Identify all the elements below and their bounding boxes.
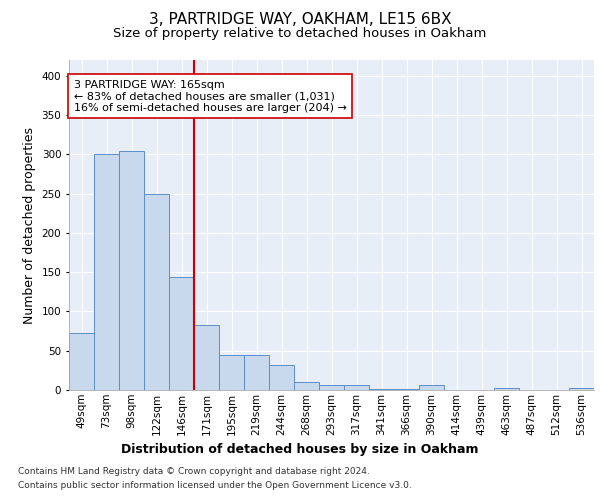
Text: 3, PARTRIDGE WAY, OAKHAM, LE15 6BX: 3, PARTRIDGE WAY, OAKHAM, LE15 6BX bbox=[149, 12, 451, 28]
Text: Size of property relative to detached houses in Oakham: Size of property relative to detached ho… bbox=[113, 28, 487, 40]
Bar bbox=[144, 194, 169, 390]
Bar bbox=[294, 382, 319, 390]
Bar bbox=[344, 386, 369, 390]
Bar bbox=[394, 389, 419, 390]
Bar bbox=[69, 334, 94, 390]
Bar bbox=[419, 386, 444, 390]
Text: Distribution of detached houses by size in Oakham: Distribution of detached houses by size … bbox=[121, 442, 479, 456]
Text: 3 PARTRIDGE WAY: 165sqm
← 83% of detached houses are smaller (1,031)
16% of semi: 3 PARTRIDGE WAY: 165sqm ← 83% of detache… bbox=[74, 80, 347, 113]
Bar bbox=[194, 325, 219, 390]
Bar bbox=[369, 389, 394, 390]
Bar bbox=[169, 277, 194, 390]
Bar bbox=[244, 356, 269, 390]
Text: Contains public sector information licensed under the Open Government Licence v3: Contains public sector information licen… bbox=[18, 481, 412, 490]
Bar bbox=[569, 388, 594, 390]
Bar bbox=[494, 388, 519, 390]
Bar bbox=[219, 354, 244, 390]
Bar bbox=[94, 154, 119, 390]
Y-axis label: Number of detached properties: Number of detached properties bbox=[23, 126, 36, 324]
Text: Contains HM Land Registry data © Crown copyright and database right 2024.: Contains HM Land Registry data © Crown c… bbox=[18, 468, 370, 476]
Bar bbox=[319, 386, 344, 390]
Bar bbox=[119, 151, 144, 390]
Bar bbox=[269, 365, 294, 390]
